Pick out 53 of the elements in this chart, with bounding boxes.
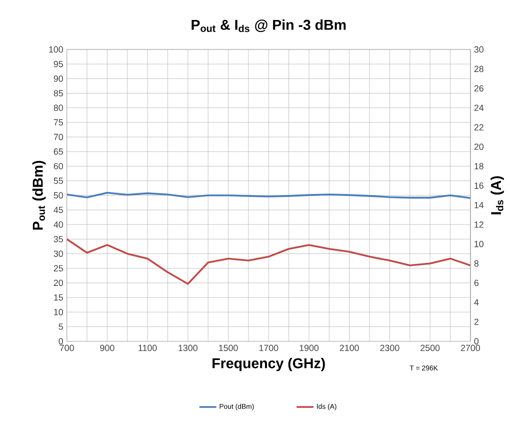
x-tick-label: 1100	[138, 344, 157, 351]
y2-tick-label: 4	[474, 299, 479, 306]
y2-tick-label: 12	[474, 221, 484, 228]
y2-tick-label: 14	[474, 202, 484, 208]
y2-tick-label: 28	[474, 66, 484, 72]
y-tick-label: 50	[54, 192, 63, 198]
x-tick-label: 2300	[380, 344, 400, 351]
y-tick-label: 80	[54, 104, 63, 111]
y2-axis-title: I$_{ds}$ (A)	[490, 176, 504, 214]
y-tick-label: 15	[54, 294, 63, 300]
y-tick-label: 5	[58, 323, 63, 330]
y2-tick-label: 20	[474, 143, 484, 150]
y-tick-label: 70	[54, 134, 63, 140]
y-tick-label: 0	[58, 338, 63, 344]
y-tick-label: 40	[54, 221, 63, 228]
y2-tick-label: 0	[474, 338, 479, 344]
y2-tick-label: 26	[474, 85, 484, 92]
y-tick-label: 10	[54, 308, 63, 316]
y2-tick-label: 16	[474, 182, 484, 189]
y-tick-label: 90	[54, 75, 63, 82]
y2-tick-label: 8	[474, 260, 478, 266]
x-tick-label: 1900	[300, 344, 319, 351]
x-tick-label: 2500	[420, 344, 440, 351]
x-tick-label: 1700	[259, 344, 278, 351]
y2-tick-label: 10	[474, 240, 484, 248]
chart-title: P$_{out}$ & I$_{ds}$ @ Pin -3 dBm	[192, 19, 346, 32]
y-tick-label: 75	[54, 119, 63, 126]
y-tick-label: 85	[54, 90, 63, 96]
line-series	[66, 238, 470, 285]
y2-tick-label: 18	[474, 162, 484, 170]
y2-tick-label: 6	[474, 280, 478, 286]
y2-tick-label: 24	[474, 104, 484, 111]
y-tick-label: 20	[54, 280, 63, 286]
x-tick-label: 1300	[178, 344, 198, 351]
y-tick-label: 45	[54, 206, 63, 213]
y-tick-label: 65	[54, 148, 63, 155]
y-tick-label: 95	[54, 60, 63, 68]
y2-tick-label: 2	[474, 318, 478, 325]
y2-tick-label: 22	[474, 124, 484, 130]
y-tick-label: 55	[54, 178, 63, 184]
y2-tick-label: 30	[474, 46, 484, 52]
x-tick-label: 1500	[219, 344, 238, 351]
y-axis-title: P$_{out}$ (dBm)	[32, 160, 46, 230]
y-tick-label: 60	[54, 162, 63, 170]
y-tick-label: 100	[49, 46, 63, 52]
x-tick-label: 2100	[340, 344, 359, 351]
x-tick-label: 900	[100, 344, 114, 351]
x-tick-label: 700	[60, 344, 74, 351]
x-axis-title: Frequency (GHz)	[212, 358, 325, 372]
y-tick-label: 35	[54, 236, 63, 242]
x-tick-label: 2700	[460, 344, 480, 351]
y-tick-label: 30	[54, 250, 63, 257]
y-tick-label: 25	[54, 265, 63, 272]
